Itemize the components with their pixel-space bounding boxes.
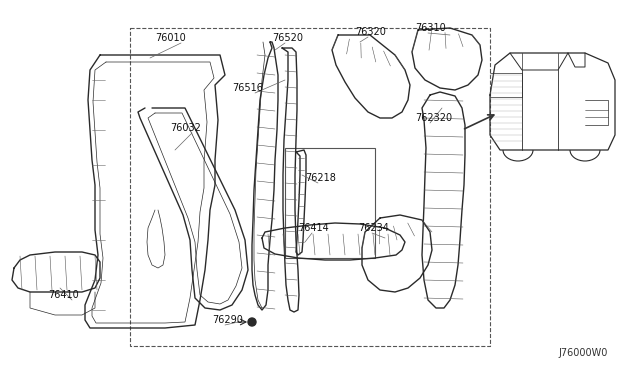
Text: 76310: 76310 — [415, 23, 445, 33]
Text: 76520: 76520 — [272, 33, 303, 43]
Text: 76516: 76516 — [232, 83, 263, 93]
Circle shape — [248, 318, 256, 326]
Text: 76032: 76032 — [170, 123, 201, 133]
Bar — [285, 148, 375, 258]
Text: J76000W0: J76000W0 — [559, 348, 608, 358]
Text: 76410: 76410 — [48, 290, 79, 300]
Text: 76010: 76010 — [155, 33, 186, 43]
Text: 76290: 76290 — [212, 315, 243, 325]
Text: 762320: 762320 — [415, 113, 452, 123]
Text: 76234: 76234 — [358, 223, 389, 233]
Bar — [130, 28, 490, 346]
Text: 76320: 76320 — [355, 27, 386, 37]
Text: 76218: 76218 — [305, 173, 336, 183]
Text: 76414: 76414 — [298, 223, 329, 233]
